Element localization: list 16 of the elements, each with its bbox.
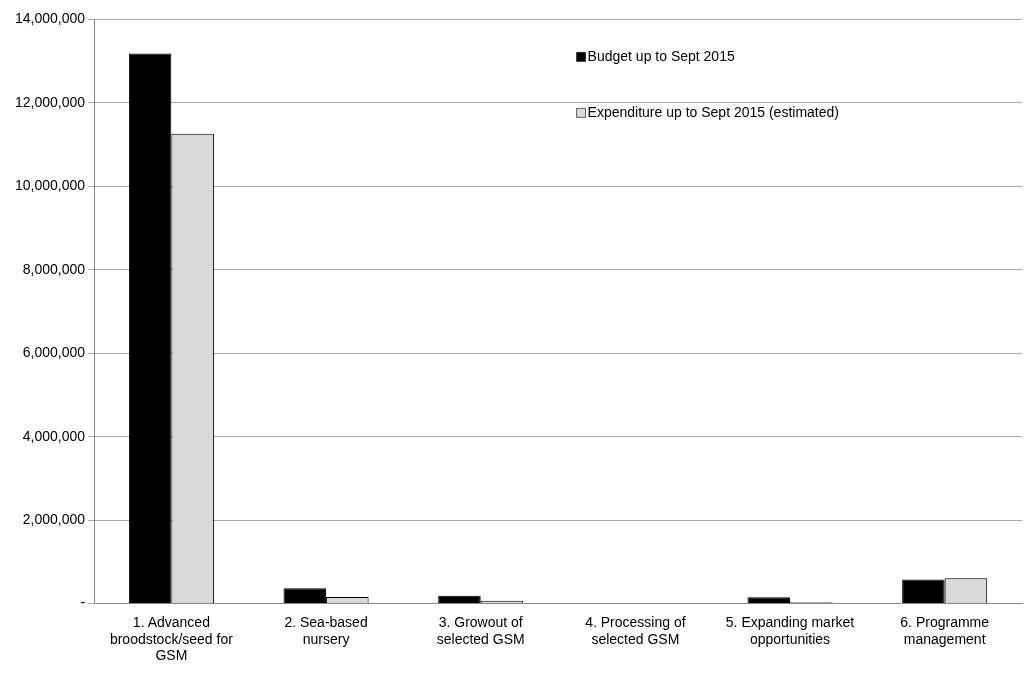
y-tick-label: 14,000,000: [14, 10, 86, 27]
x-tick-label: 2. Sea-based nursery: [284, 613, 368, 647]
legend-label: Expenditure up to Sept 2015 (estimated): [587, 104, 839, 121]
y-tick-label: 6,000,000: [22, 344, 86, 361]
x-tick-label: 5. Expanding market opportunities: [725, 613, 855, 647]
legend-label: Budget up to Sept 2015: [587, 48, 735, 65]
x-tick-label: 1. Advanced broodstock/seed for GSM: [109, 613, 234, 664]
y-tick-label: 2,000,000: [22, 511, 86, 527]
x-tick-label: 3. Growout of selected GSM: [436, 613, 525, 647]
y-tick-label: 8,000,000: [22, 260, 86, 277]
y-tick-label: 4,000,000: [22, 427, 86, 444]
x-tick-label: 4. Processing of selected GSM: [585, 613, 686, 647]
x-tick-label: 6. Programme management: [900, 613, 990, 647]
y-tick-label: 10,000,000: [14, 177, 86, 194]
y-tick-label: -: [80, 594, 86, 611]
y-tick-label: 12,000,000: [14, 93, 86, 110]
